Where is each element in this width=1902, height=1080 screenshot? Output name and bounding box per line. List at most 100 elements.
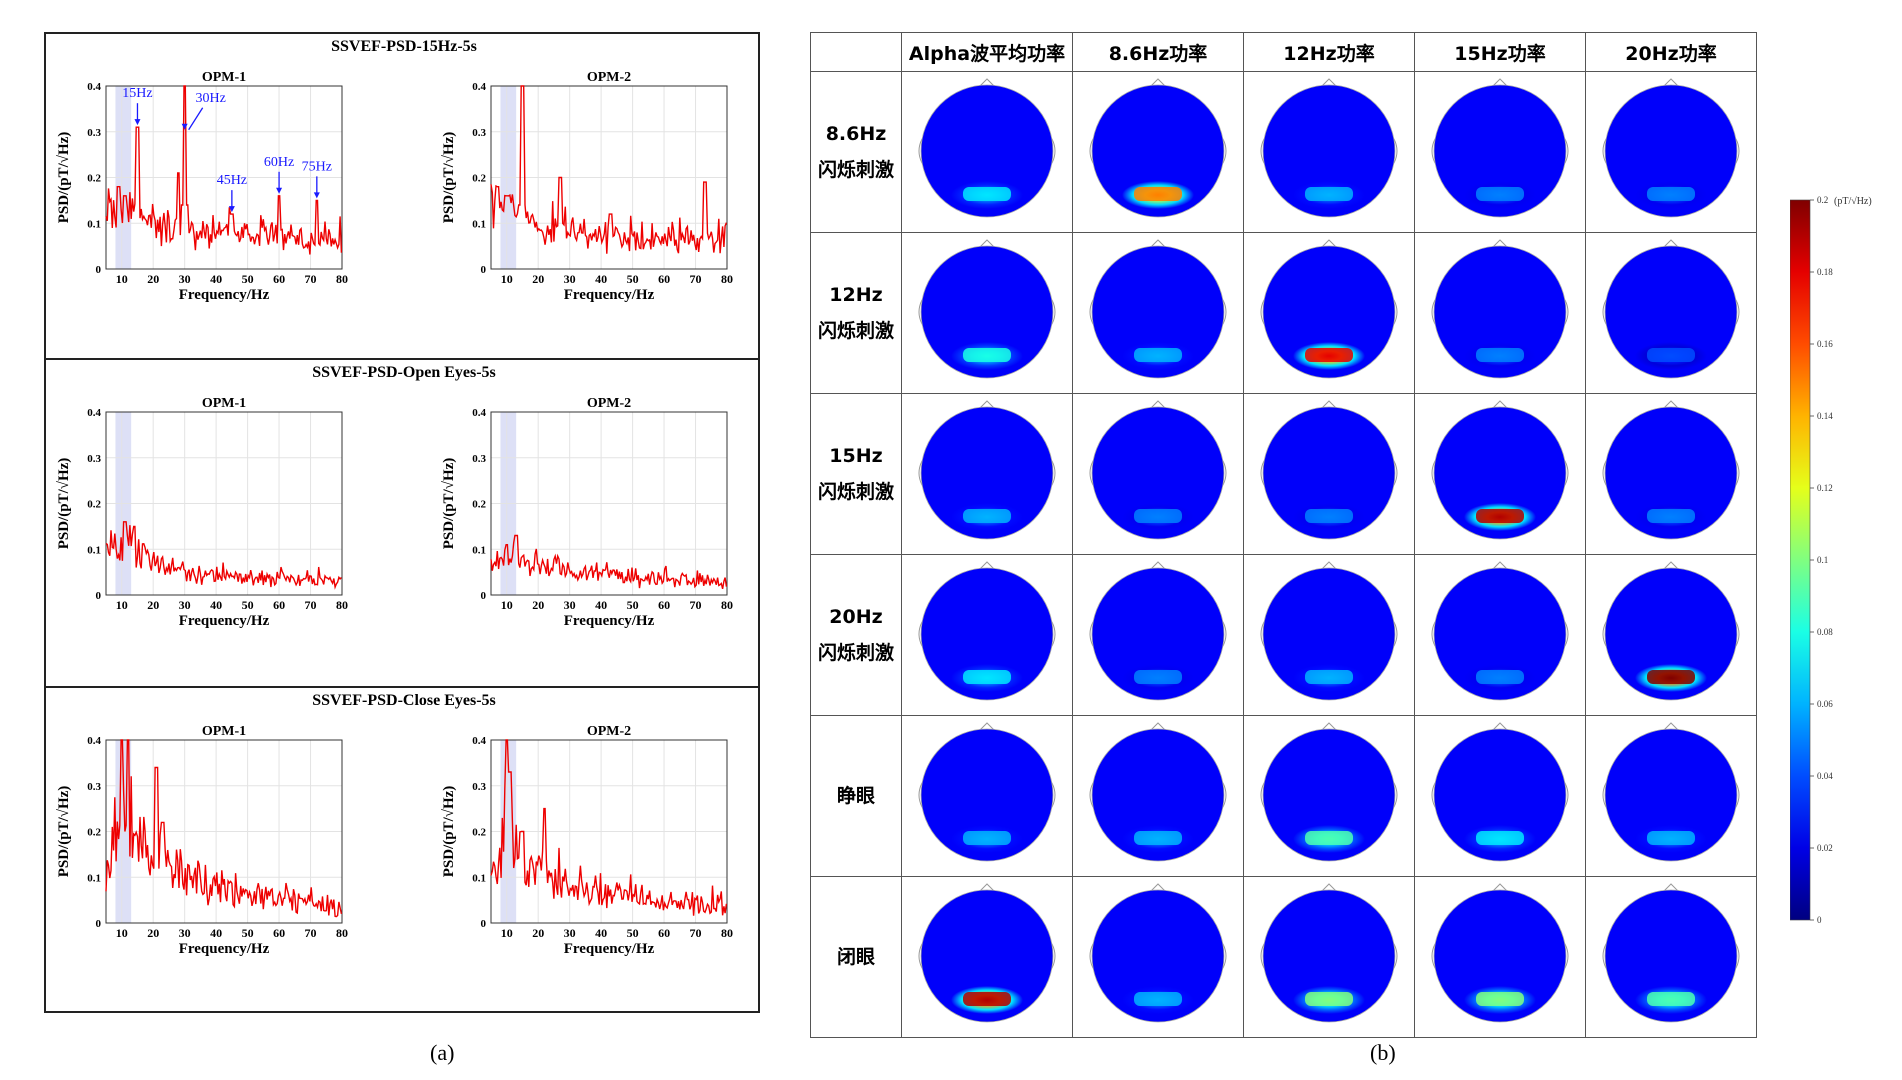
nose-outline [1321, 400, 1337, 409]
plot-frame [105, 739, 343, 924]
topomap-cell [1072, 715, 1244, 877]
x-tick-label: 20 [532, 926, 544, 940]
right-ear-outline [1051, 782, 1056, 808]
activation-core [1134, 187, 1182, 201]
nose-outline [1663, 400, 1679, 409]
topomap [1602, 722, 1740, 862]
peak-annotation: 60Hz [264, 155, 294, 170]
topomap-cell [1072, 393, 1244, 555]
head-disc [1604, 245, 1738, 379]
x-tick-label: 50 [242, 926, 254, 940]
left-ear-outline [1089, 138, 1094, 164]
x-tick-label: 30 [564, 598, 576, 612]
psd-charts-open-eyes-svg: SSVEF-PSD-Open Eyes-5s 10 20 30 40 50 60 70 80 0 0… [56, 364, 733, 629]
chart-subtitle: OPM-2 [587, 724, 631, 739]
y-tick-label: 0.4 [472, 81, 486, 93]
column-header: 8.6Hz功率 [1072, 32, 1244, 72]
y-tick-label: 0.3 [472, 781, 486, 793]
colorbar-tick-label: 0.08 [1817, 627, 1833, 637]
nose-outline [1663, 239, 1679, 248]
right-ear-outline [1222, 621, 1227, 647]
right-ear-outline [1051, 621, 1056, 647]
chart-subtitle: OPM-1 [202, 724, 246, 739]
x-tick-label: 60 [658, 598, 670, 612]
topomap [1431, 722, 1569, 862]
left-ear-outline [1431, 782, 1436, 808]
nose-outline [1663, 78, 1679, 87]
head-disc [1262, 567, 1396, 701]
right-ear-outline [1051, 138, 1056, 164]
topomap-cell [1585, 232, 1757, 394]
right-ear-outline [1393, 460, 1398, 486]
x-tick-label: 40 [595, 926, 607, 940]
activation-core [1134, 831, 1182, 845]
topomap-cell [1585, 71, 1757, 233]
colorbar-unit-label: (pT/√Hz) [1834, 196, 1872, 207]
topomap-cell [1585, 554, 1757, 716]
right-ear-outline [1222, 138, 1227, 164]
row-label: 12Hz 闪烁刺激 [810, 232, 902, 394]
right-ear-outline [1393, 138, 1398, 164]
x-tick-label: 40 [210, 926, 222, 940]
head-disc [1433, 567, 1567, 701]
x-tick-label: 70 [690, 272, 702, 286]
topomap-cell [1414, 232, 1586, 394]
topomap-cell [901, 393, 1073, 555]
y-tick-label: 0.2 [472, 173, 486, 185]
activation-core [1647, 831, 1695, 845]
activation-core [963, 992, 1011, 1006]
x-tick-label: 20 [532, 598, 544, 612]
y-tick-label: 0.1 [472, 218, 486, 230]
activation-core [1476, 509, 1524, 523]
head-disc [920, 84, 1054, 218]
topography-table: Alpha波平均功率 8.6Hz功率 12Hz功率 15Hz功率 20Hz功率 8.6Hz… [810, 32, 1757, 1038]
nose-outline [1150, 239, 1166, 248]
row-label: 20Hz 闪烁刺激 [810, 554, 902, 716]
topomap-cell [1243, 232, 1415, 394]
nose-outline [1321, 78, 1337, 87]
head-disc [1433, 84, 1567, 218]
peak-annotation: 30Hz [196, 91, 226, 106]
activation-core [1476, 992, 1524, 1006]
right-ear-outline [1735, 782, 1740, 808]
right-ear-outline [1564, 299, 1569, 325]
x-tick-label: 20 [532, 272, 544, 286]
column-header: 15Hz功率 [1414, 32, 1586, 72]
column-header: 12Hz功率 [1243, 32, 1415, 72]
right-ear-outline [1393, 299, 1398, 325]
activation-core [1476, 670, 1524, 684]
topomap-cell [1585, 876, 1757, 1038]
nose-outline [979, 722, 995, 731]
psd-series-line [105, 85, 343, 255]
row-label-line: 20Hz [829, 606, 883, 628]
topomap [1089, 722, 1227, 862]
right-ear-outline [1564, 621, 1569, 647]
x-tick-label: 30 [179, 272, 191, 286]
x-tick-label: 30 [179, 598, 191, 612]
right-ear-outline [1222, 943, 1227, 969]
topomap [1260, 883, 1398, 1023]
colorbar-tick-label: 0.12 [1817, 483, 1833, 493]
nose-outline [1492, 722, 1508, 731]
x-tick-label: 10 [501, 272, 513, 286]
activation-core [1647, 348, 1695, 362]
x-tick-label: 60 [658, 272, 670, 286]
head-disc [1604, 728, 1738, 862]
left-ear-outline [1431, 621, 1436, 647]
x-axis-label: Frequency/Hz [179, 941, 270, 957]
head-disc [920, 567, 1054, 701]
left-ear-outline [1260, 138, 1265, 164]
activation-core [963, 187, 1011, 201]
column-header [810, 32, 902, 72]
x-tick-label: 60 [273, 272, 285, 286]
x-tick-label: 70 [690, 598, 702, 612]
group-title: SSVEF-PSD-15Hz-5s [331, 38, 477, 55]
topomap [1089, 78, 1227, 218]
x-tick-label: 80 [721, 926, 733, 940]
x-tick-label: 10 [116, 926, 128, 940]
left-ear-outline [1602, 138, 1607, 164]
topomap [1431, 883, 1569, 1023]
topomap [1089, 400, 1227, 540]
x-tick-label: 10 [116, 598, 128, 612]
topomap [918, 78, 1056, 218]
